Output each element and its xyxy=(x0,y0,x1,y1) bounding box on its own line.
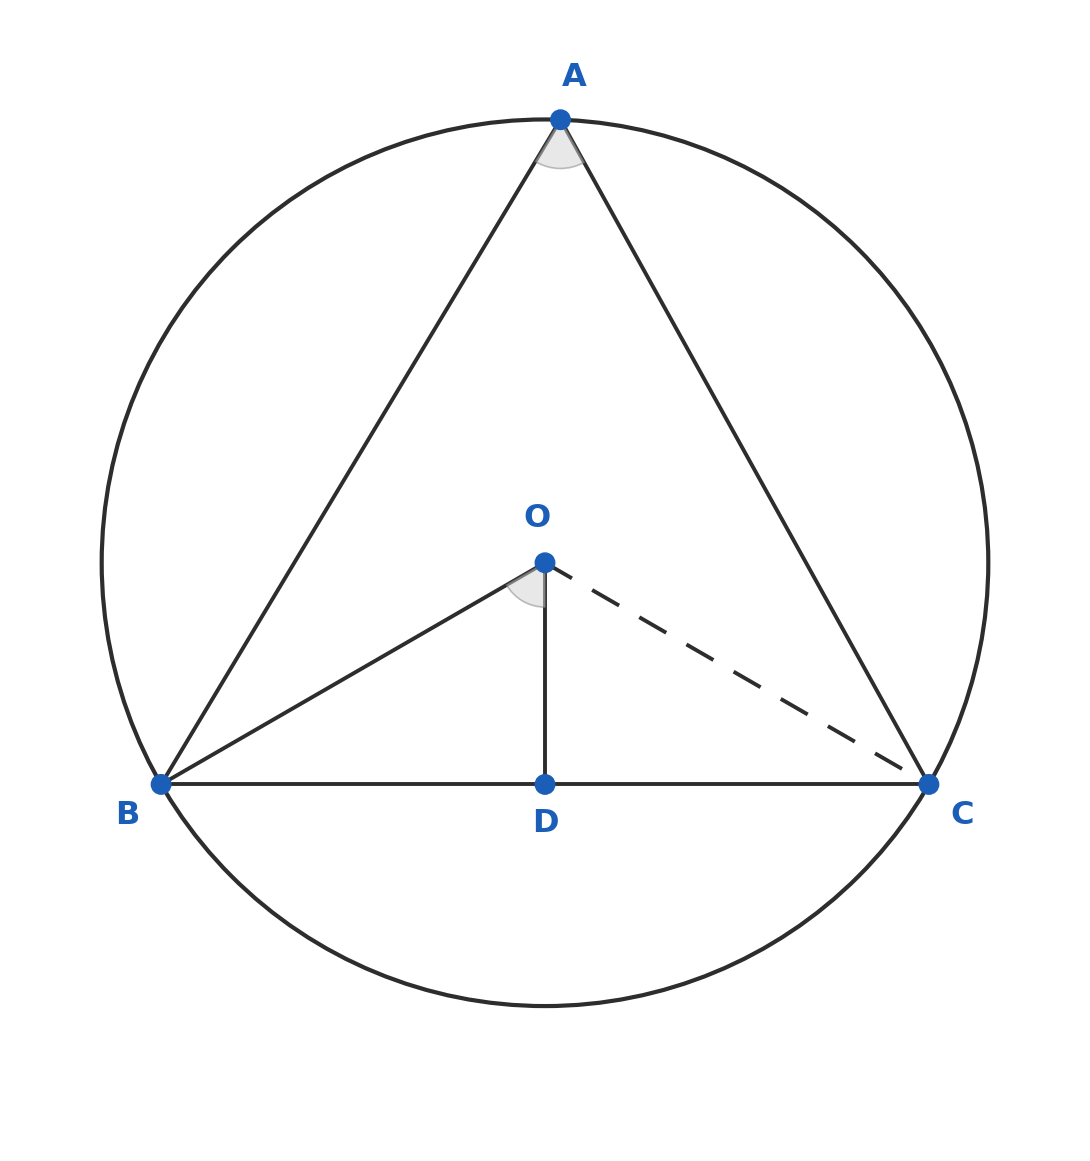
Wedge shape xyxy=(535,120,584,168)
Circle shape xyxy=(152,774,171,794)
Text: O: O xyxy=(523,503,550,534)
Text: C: C xyxy=(950,800,973,831)
Text: D: D xyxy=(532,808,558,839)
Text: B: B xyxy=(116,800,140,831)
Circle shape xyxy=(550,110,570,130)
Circle shape xyxy=(535,774,555,794)
Circle shape xyxy=(919,774,938,794)
Wedge shape xyxy=(507,563,545,607)
Circle shape xyxy=(535,553,555,572)
Text: A: A xyxy=(561,63,586,93)
